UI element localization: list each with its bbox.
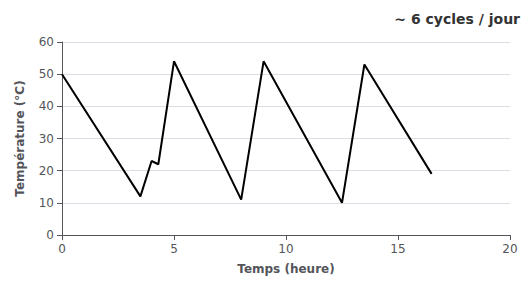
svg-text:50: 50 <box>39 67 54 81</box>
svg-text:5: 5 <box>170 242 178 256</box>
svg-text:10: 10 <box>39 196 54 210</box>
svg-text:Température (°C): Température (°C) <box>13 80 27 196</box>
svg-text:40: 40 <box>39 99 54 113</box>
svg-text:0: 0 <box>58 242 66 256</box>
svg-text:Temps (heure): Temps (heure) <box>237 262 334 276</box>
svg-text:60: 60 <box>39 35 54 49</box>
svg-text:30: 30 <box>39 132 54 146</box>
svg-text:20: 20 <box>39 164 54 178</box>
svg-text:0: 0 <box>46 228 54 242</box>
svg-text:10: 10 <box>278 242 293 256</box>
svg-text:20: 20 <box>502 242 517 256</box>
svg-text:15: 15 <box>390 242 405 256</box>
svg-text:~ 6 cycles / jour: ~ 6 cycles / jour <box>394 11 520 27</box>
